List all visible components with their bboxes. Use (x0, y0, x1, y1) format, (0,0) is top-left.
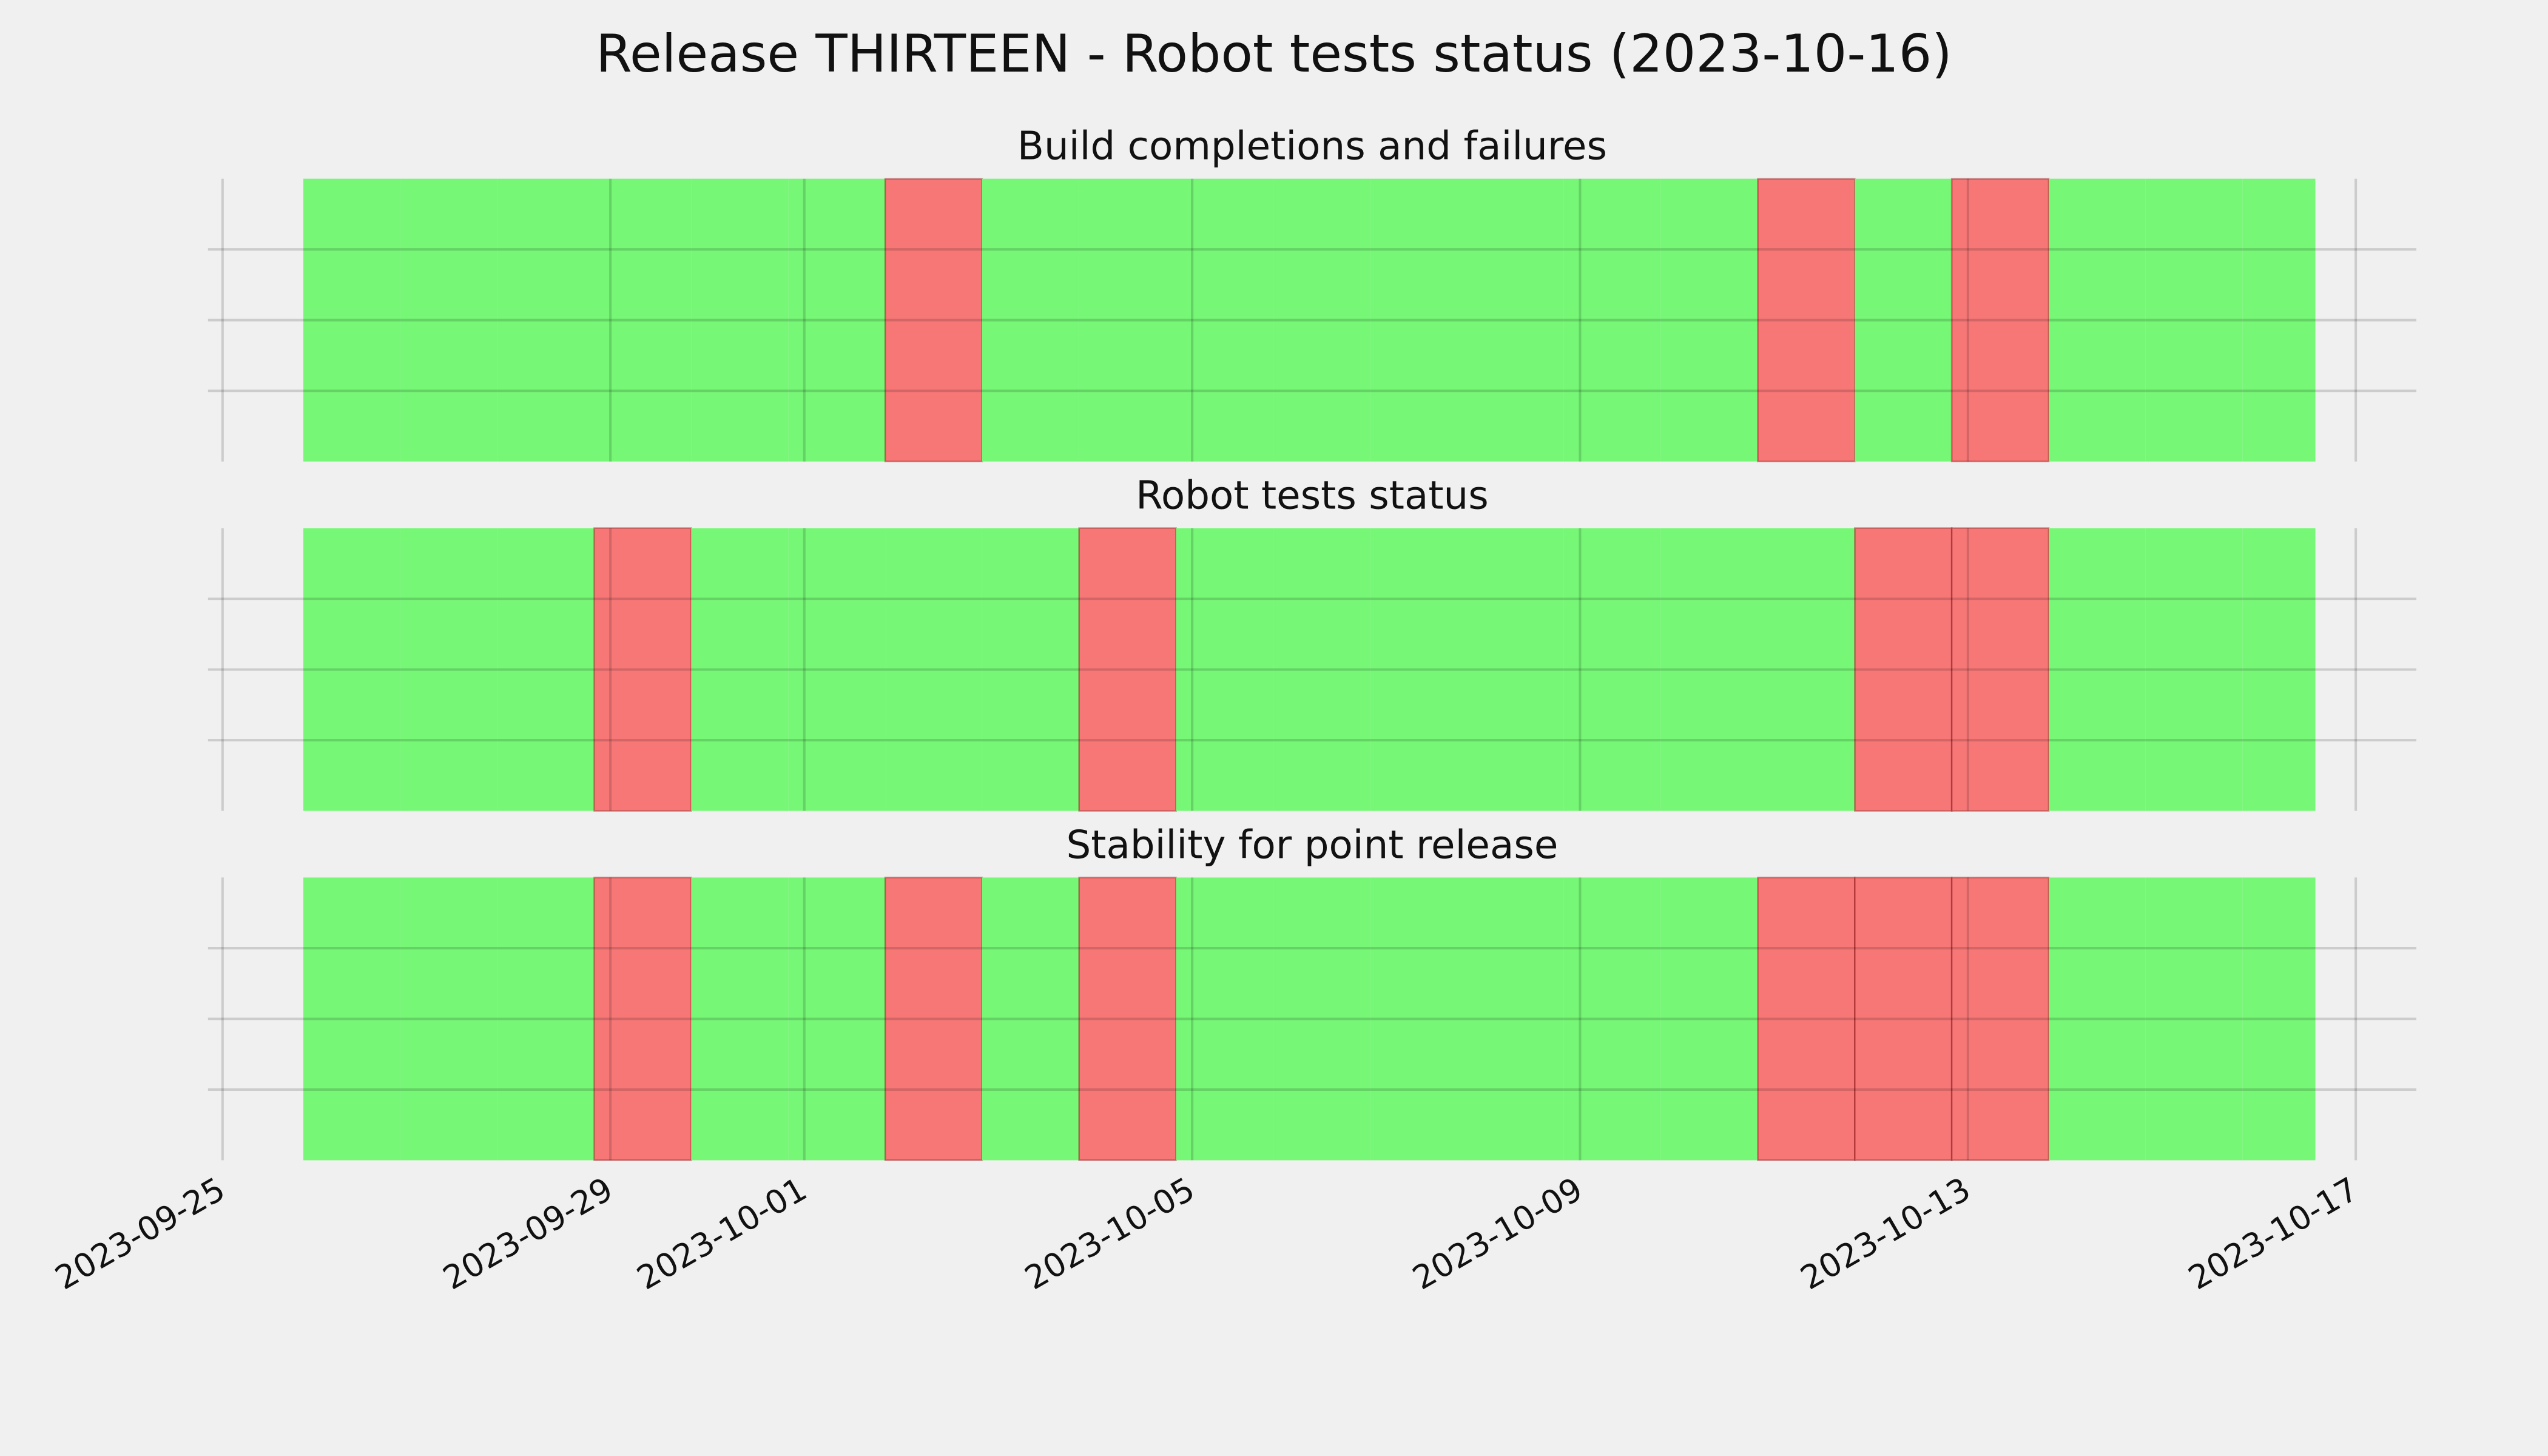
status-bar (691, 528, 789, 811)
panel-title: Robot tests status (1136, 473, 1489, 518)
status-bar (1660, 877, 1758, 1161)
status-bar (1176, 178, 1273, 462)
chart-title: Release THIRTEEN - Robot tests status (2… (596, 24, 1952, 84)
status-bar (885, 528, 982, 811)
status-bar (2242, 877, 2316, 1161)
status-bar (303, 877, 400, 1161)
status-bar (2242, 528, 2316, 811)
status-bar (884, 877, 983, 1161)
status-bar (1467, 178, 1564, 462)
status-bar (1176, 877, 1273, 1161)
status-bar (691, 178, 789, 462)
status-bar (594, 178, 692, 462)
status-bar (1950, 178, 2050, 463)
status-bar (400, 877, 497, 1161)
status-bar (497, 178, 595, 462)
status-bar (2145, 528, 2243, 811)
panel-title: Build completions and failures (1017, 124, 1607, 169)
status-bar (788, 877, 886, 1161)
status-bar (303, 528, 400, 811)
status-bar (1950, 877, 2050, 1161)
status-bar (2242, 178, 2316, 462)
status-bar (303, 178, 400, 462)
status-bar (1660, 178, 1758, 462)
status-bar (1757, 178, 1856, 463)
status-bar (1078, 527, 1177, 812)
status-bar (1370, 877, 1468, 1161)
status-bar (1079, 178, 1176, 462)
status-bar (1563, 528, 1661, 811)
status-bar (1854, 527, 1953, 812)
status-bar (1950, 527, 2050, 812)
status-bar (2049, 877, 2146, 1161)
status-bar (1370, 178, 1468, 462)
panel-title: Stability for point release (1067, 822, 1559, 868)
status-bar (982, 528, 1079, 811)
status-bar (1176, 528, 1273, 811)
status-bar (1273, 178, 1370, 462)
status-bar (1757, 877, 1856, 1161)
status-bar (1273, 528, 1370, 811)
status-bar (691, 877, 789, 1161)
status-bar (2049, 178, 2146, 462)
status-bar (1758, 528, 1855, 811)
status-bar (1563, 877, 1661, 1161)
status-bar (2049, 528, 2146, 811)
status-bar (2145, 178, 2243, 462)
status-bar (788, 528, 886, 811)
status-bar (1370, 528, 1468, 811)
status-bar (788, 178, 886, 462)
status-bar (1467, 877, 1564, 1161)
status-bar (1273, 877, 1370, 1161)
status-bar (1467, 528, 1564, 811)
status-bar (1078, 877, 1177, 1161)
status-bar (497, 877, 595, 1161)
status-bar (1854, 877, 1953, 1161)
status-bar (982, 178, 1079, 462)
status-bar (982, 877, 1079, 1161)
status-bar (1660, 528, 1758, 811)
status-bar (400, 178, 497, 462)
status-bar (400, 528, 497, 811)
status-bar (593, 527, 692, 812)
status-bar (1563, 178, 1661, 462)
status-bar (1855, 178, 1952, 462)
status-bar (497, 528, 595, 811)
status-bar (2145, 877, 2243, 1161)
